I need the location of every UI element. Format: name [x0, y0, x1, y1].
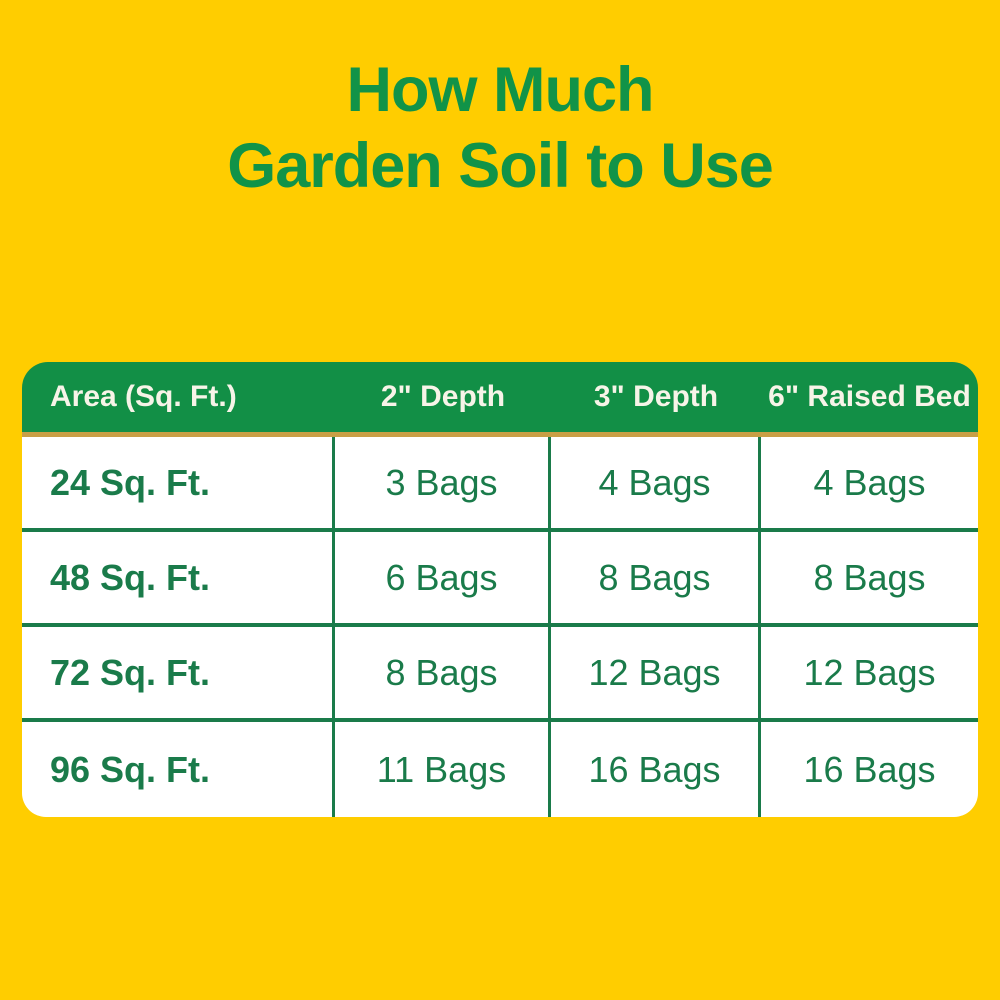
table-row: 96 Sq. Ft. 11 Bags 16 Bags 16 Bags [22, 722, 978, 817]
value-cell: 16 Bags [803, 748, 936, 790]
value-cell: 4 Bags [813, 461, 926, 503]
table-row: 72 Sq. Ft. 8 Bags 12 Bags 12 Bags [22, 627, 978, 722]
value-cell: 16 Bags [551, 722, 761, 817]
area-cell: 72 Sq. Ft. [22, 627, 335, 718]
header-cell-area: Area (Sq. Ft.) [50, 380, 237, 413]
value-cell: 8 Bags [335, 627, 551, 718]
area-cell: 24 Sq. Ft. [22, 437, 335, 528]
value-cell: 8 Bags [551, 532, 761, 623]
header-cell-6in-raised-bed: 6" Raised Bed [768, 380, 971, 413]
table-header-row: Area (Sq. Ft.) 2" Depth 3" Depth 6" Rais… [22, 362, 978, 437]
table-row: 24 Sq. Ft. 3 Bags 4 Bags 4 Bags [22, 437, 978, 532]
value-cell: 11 Bags [335, 722, 551, 817]
value-cell: 4 Bags [551, 437, 761, 528]
header-cell-3in-depth: 3" Depth [593, 380, 719, 413]
table-body: 24 Sq. Ft. 3 Bags 4 Bags 4 Bags 48 Sq. F… [22, 437, 978, 817]
area-cell: 96 Sq. Ft. [22, 722, 335, 817]
value-cell: 12 Bags [551, 627, 761, 718]
page-title-line-2: Garden Soil to Use [227, 131, 774, 201]
value-cell: 3 Bags [335, 437, 551, 528]
page-title: How Much Garden Soil to Use [0, 52, 1000, 204]
page-title-line-1: How Much [346, 55, 655, 125]
table-row: 48 Sq. Ft. 6 Bags 8 Bags 8 Bags [22, 532, 978, 627]
value-cell: 12 Bags [803, 651, 936, 693]
value-cell: 6 Bags [335, 532, 551, 623]
header-cell-2in-depth: 2" Depth [380, 380, 506, 413]
value-cell: 8 Bags [813, 556, 926, 598]
area-cell: 48 Sq. Ft. [22, 532, 335, 623]
garden-soil-table: Area (Sq. Ft.) 2" Depth 3" Depth 6" Rais… [22, 362, 978, 817]
